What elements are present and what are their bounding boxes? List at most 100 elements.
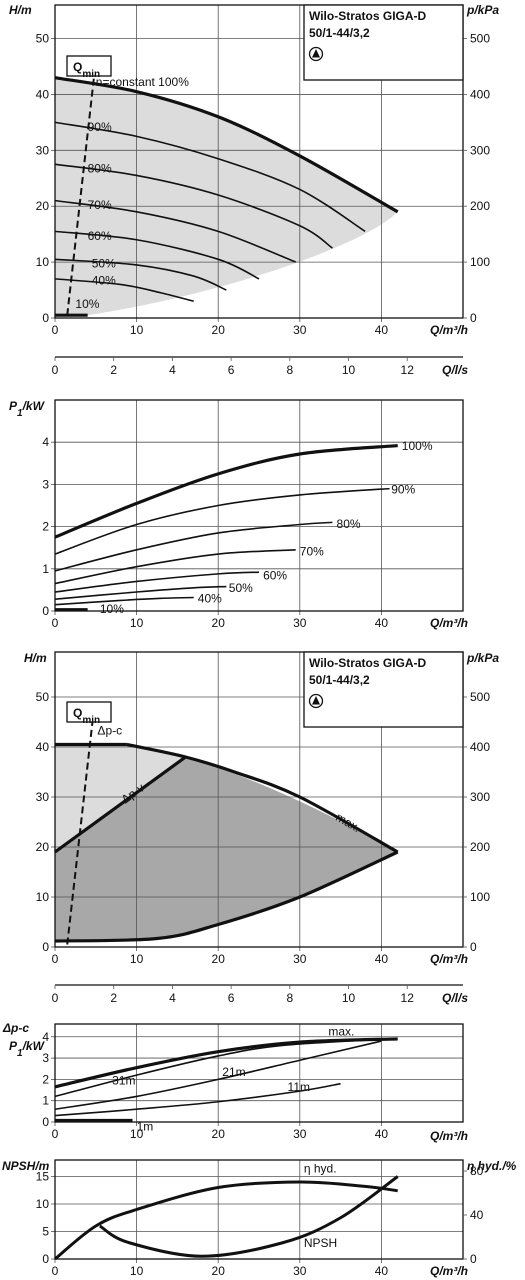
- pump-model-name: Wilo-Stratos GIGA-D: [309, 9, 427, 23]
- series-label: 50%: [229, 581, 253, 595]
- x-tick-label: 30: [293, 952, 307, 966]
- y-tick-label: 1: [42, 1094, 49, 1108]
- y-right-axis-label: p/kPa: [466, 651, 499, 665]
- series-line: [54, 571, 260, 593]
- y-axis-label: H/m: [24, 651, 47, 665]
- x-tick-label: 0: [52, 323, 59, 337]
- y-tick-label: 4: [42, 1030, 49, 1044]
- y-right-tick-label: 200: [470, 840, 490, 854]
- series-label: 10%: [100, 602, 124, 616]
- x-axis-label: Q/m³/h: [430, 952, 468, 966]
- y-right-tick-label: 300: [470, 143, 490, 157]
- y-tick-label: 10: [36, 1197, 50, 1211]
- x-axis-label: Q/m³/h: [430, 616, 468, 630]
- series-label: 21m: [222, 1065, 245, 1079]
- qmin-label: Qmin: [73, 60, 100, 80]
- y-axis-label: NPSH/m: [2, 1159, 50, 1173]
- series-label: 50%: [92, 257, 116, 271]
- qmin-subscript: min: [82, 69, 100, 80]
- y-right-tick-label: 0: [470, 940, 477, 954]
- x-tick-label: 0: [52, 1264, 59, 1278]
- y-tick-label: 40: [36, 87, 50, 101]
- ls-axis-label: Q/l/s: [442, 363, 468, 377]
- series-label: 11m: [288, 1080, 310, 1094]
- y-tick-label: 10: [36, 890, 50, 904]
- y-right-tick-label: 400: [470, 87, 490, 101]
- pump-model-code: 50/1-44/3,2: [309, 26, 370, 40]
- dpv-range-area: [55, 757, 398, 941]
- y-tick-label: 10: [36, 255, 50, 269]
- y-tick-label: 2: [42, 1072, 49, 1086]
- efficiency-label: η hyd.: [304, 1162, 337, 1176]
- pump-model-code: 50/1-44/3,2: [309, 673, 370, 687]
- y-tick-label: 1: [42, 562, 49, 576]
- y-right-tick-label: 0: [470, 1252, 477, 1266]
- ls-tick-label: 0: [52, 363, 59, 377]
- series-label: 90%: [391, 483, 415, 497]
- npsh-curve: [99, 1175, 399, 1258]
- x-tick-label: 40: [375, 323, 389, 337]
- series-line: [54, 1038, 390, 1098]
- ls-tick-label: 2: [110, 991, 117, 1005]
- y-tick-label: 50: [36, 32, 50, 46]
- y-tick-label: 50: [36, 690, 50, 704]
- y-right-axis-label: p/kPa: [466, 3, 499, 17]
- y-axis-label-symbol: P: [9, 399, 18, 413]
- x-tick-label: 20: [212, 1127, 226, 1141]
- series-line: [54, 1037, 398, 1089]
- qmin-box: [66, 55, 112, 77]
- y-right-axis-label: η hyd./%: [467, 1159, 517, 1173]
- series-line: [54, 121, 366, 233]
- y-axis-label-subscript: 1: [17, 408, 23, 419]
- y-tick-label: 30: [36, 143, 50, 157]
- x-tick-label: 40: [375, 1127, 389, 1141]
- x-tick-label: 40: [375, 952, 389, 966]
- y-tick-label: 30: [36, 790, 50, 804]
- series-line: [54, 199, 297, 263]
- x-axis-label: Q/m³/h: [430, 323, 468, 337]
- y-tick-label: 20: [36, 840, 50, 854]
- series-label: 80%: [88, 162, 112, 176]
- x-tick-label: 10: [130, 1264, 144, 1278]
- y-tick-label: 3: [42, 477, 49, 491]
- y-tick-label: 2: [42, 520, 49, 534]
- y-tick-label: 0: [42, 1115, 49, 1129]
- min-curve: [54, 850, 399, 943]
- ls-tick-label: 6: [228, 363, 235, 377]
- pump-title-box: [303, 4, 464, 81]
- series-line: [54, 258, 227, 291]
- ls-tick-label: 6: [228, 991, 235, 1005]
- series-line: [54, 278, 194, 303]
- x-tick-label: 0: [52, 616, 59, 630]
- x-axis-label: Q/m³/h: [430, 1264, 468, 1278]
- ls-tick-label: 4: [169, 363, 176, 377]
- x-tick-label: 40: [375, 1264, 389, 1278]
- plot-frame: [54, 1159, 464, 1260]
- x-tick-label: 10: [130, 616, 144, 630]
- series-line: [54, 443, 398, 539]
- series-label: max.: [328, 1025, 354, 1039]
- y-tick-label: 5: [42, 1225, 49, 1239]
- series-label: 100%: [402, 439, 433, 453]
- qmin-box: [66, 701, 112, 723]
- y-axis-label: H/m: [9, 3, 32, 17]
- series-label: 70%: [300, 544, 324, 558]
- pump-model-name: Wilo-Stratos GIGA-D: [309, 656, 427, 670]
- qmin-subscript: min: [82, 715, 100, 726]
- x-tick-label: 10: [130, 323, 144, 337]
- plot-frame: [54, 4, 464, 319]
- dpc-label: Δp-c: [97, 724, 122, 738]
- plot-frame: [54, 399, 464, 612]
- x-tick-label: 30: [293, 1264, 307, 1278]
- y-tick-label: 20: [36, 199, 50, 213]
- qmin-q: Q: [73, 706, 82, 720]
- series-line: [54, 585, 227, 600]
- y-right-tick-label: 100: [470, 890, 490, 904]
- series-label: 90%: [88, 120, 112, 134]
- x-tick-label: 20: [212, 952, 226, 966]
- x-tick-label: 40: [375, 616, 389, 630]
- y-tick-label: 0: [42, 604, 49, 618]
- y-right-tick-label: 200: [470, 199, 490, 213]
- x-tick-label: 10: [130, 1127, 144, 1141]
- plot-frame: [54, 651, 464, 948]
